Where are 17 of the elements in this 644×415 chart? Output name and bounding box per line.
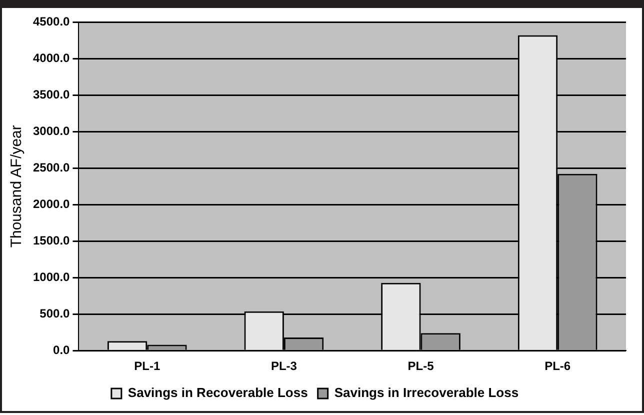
y-tick-label: 500.0	[40, 306, 70, 320]
legend-label: Savings in Recoverable Loss	[128, 385, 308, 400]
x-tick-label: PL-1	[134, 359, 160, 374]
x-tick-label: PL-3	[270, 359, 298, 374]
y-tick-label: 1000.0	[33, 270, 70, 284]
y-tick-label: 4000.0	[33, 51, 70, 65]
y-axis-title: Thousand AF/year	[8, 125, 26, 248]
y-tick-label: 1500.0	[33, 233, 70, 248]
legend-label: Savings in Irrecoverable Loss	[334, 385, 519, 400]
x-tick-label: PL-5	[408, 359, 434, 374]
y-tick-label: 4500.0	[33, 14, 70, 29]
y-tick-label: 2500.0	[33, 160, 70, 174]
y-tick-label: 2000.0	[33, 196, 70, 211]
x-tick-label: PL-6	[544, 359, 571, 374]
y-tick-label: 3000.0	[33, 124, 70, 138]
y-tick-label: 0.0	[53, 342, 70, 357]
y-tick-label: 3500.0	[33, 87, 70, 102]
